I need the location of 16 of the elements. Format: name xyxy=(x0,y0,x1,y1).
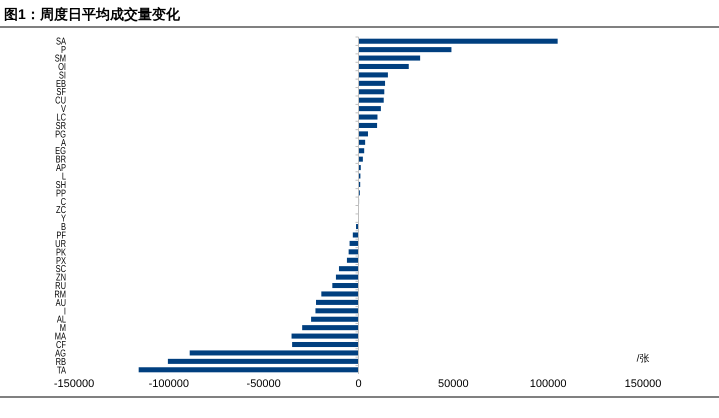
y-tick-label: Y xyxy=(61,212,66,224)
y-tick-label: AL xyxy=(56,314,66,325)
y-tick-label: M xyxy=(60,322,66,334)
x-tick-label: 0 xyxy=(355,378,362,390)
y-tick-label: BR xyxy=(56,154,66,165)
y-tick-label: I xyxy=(64,305,66,317)
chart-title: 图1：周度日平均成交量变化 xyxy=(4,6,181,22)
x-tick-label: -150000 xyxy=(54,378,94,390)
x-tick-label: -50000 xyxy=(246,378,281,390)
x-tick-label: 100000 xyxy=(530,378,567,390)
annotation: /张 xyxy=(636,352,650,364)
x-tick-label: -100000 xyxy=(148,378,190,390)
x-tick-label: 150000 xyxy=(624,378,662,390)
y-tick-label: SA xyxy=(56,36,66,47)
y-tick-label: P xyxy=(61,44,66,56)
x-tick-label: 50000 xyxy=(438,378,469,390)
